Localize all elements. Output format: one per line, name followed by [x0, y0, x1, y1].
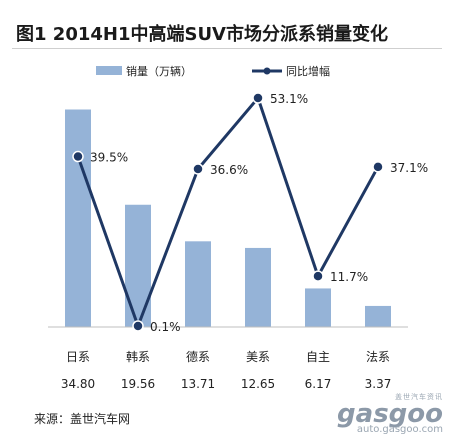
source-note: 来源：盖世汽车网: [34, 412, 131, 426]
line-data-label: 36.6%: [210, 163, 248, 177]
category-label: 韩系: [126, 349, 150, 364]
watermark-chinese: 盖世汽车资讯: [395, 393, 443, 401]
sales-value: 3.37: [365, 377, 392, 391]
line-point: [192, 163, 204, 175]
chart-title: 图1 2014H1中高端SUV市场分派系销量变化: [16, 24, 388, 45]
line-point: [132, 320, 144, 332]
bar: [305, 288, 331, 327]
watermark-brand: gasgoo: [337, 399, 443, 429]
line-data-label: 53.1%: [270, 92, 308, 106]
line-series: 39.5% 0.1% 36.6% 53.1% 11.7% 37.1%: [72, 92, 428, 334]
sales-value: 6.17: [305, 377, 332, 391]
line-point: [252, 92, 264, 104]
title-divider: [12, 48, 442, 49]
bar: [365, 305, 391, 327]
line-data-label: 11.7%: [330, 270, 368, 284]
bar-series: [65, 109, 391, 327]
category-label: 法系: [366, 350, 390, 364]
line-point: [72, 150, 84, 163]
sales-value: 19.56: [121, 377, 155, 391]
bar: [125, 204, 151, 327]
legend-bar-label: 销量（万辆）: [126, 64, 192, 78]
line-point: [372, 161, 384, 173]
legend-line-marker: [263, 67, 271, 75]
sales-value-row: 34.80 19.56 13.71 12.65 6.17 3.37: [61, 377, 392, 391]
bar: [185, 241, 211, 327]
line-data-label: 37.1%: [390, 161, 428, 175]
legend-bar-swatch: [96, 66, 122, 75]
category-label: 日系: [66, 350, 90, 364]
category-label: 德系: [186, 349, 210, 364]
sales-value: 13.71: [181, 377, 215, 391]
line-point: [312, 270, 324, 282]
category-label: 美系: [246, 350, 270, 364]
line-data-label: 39.5%: [90, 151, 128, 165]
category-labels: 日系 韩系 德系 美系 自主 法系: [66, 349, 390, 364]
category-label: 自主: [306, 350, 330, 364]
legend-line-label: 同比增幅: [286, 64, 330, 78]
growth-line: [76, 96, 380, 328]
line-data-label: 0.1%: [150, 320, 181, 334]
gasgoo-watermark-logo: 盖世汽车资讯 gasgoo auto.gasgoo.com: [337, 392, 443, 435]
bar: [65, 109, 91, 327]
legend: 销量（万辆） 同比增幅: [96, 64, 330, 78]
sales-value: 34.80: [61, 377, 95, 391]
bar: [245, 247, 271, 327]
sales-value: 12.65: [241, 377, 275, 391]
watermark-url: auto.gasgoo.com: [356, 424, 443, 435]
